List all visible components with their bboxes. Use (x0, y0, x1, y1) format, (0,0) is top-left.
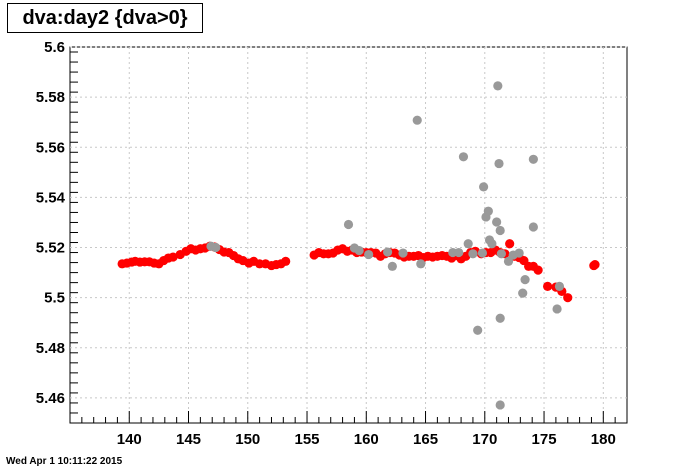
gray-data-point (554, 281, 565, 291)
gray-data-point (514, 248, 524, 258)
red-data-point (505, 239, 515, 249)
gray-data-point (483, 206, 493, 216)
timestamp-footer: Wed Apr 1 10:11:22 2015 (6, 456, 123, 467)
x-tick-label: 170 (472, 431, 497, 448)
gray-data-point (520, 275, 530, 285)
gray-data-point (473, 325, 483, 335)
gray-data-point (458, 152, 469, 162)
y-axis-tick-labels: 5.46 5.48 5.5 5.52 5.54 5.56 5.58 5.6 (36, 39, 66, 407)
gray-data-point (477, 248, 488, 258)
gray-data-point (463, 239, 473, 249)
y-tick-label: 5.6 (44, 39, 65, 56)
chart-title-box: dva:day2 {dva>0} (7, 3, 203, 33)
gray-data-point (552, 304, 562, 314)
gray-data-point (528, 222, 538, 232)
y-tick-label: 5.54 (36, 189, 66, 206)
gray-data-point (468, 249, 478, 259)
gray-data-point (343, 219, 354, 230)
x-tick-label: 155 (295, 431, 320, 448)
gray-data-point (494, 158, 504, 169)
gray-data-point (518, 288, 528, 298)
red-data-point (590, 259, 600, 270)
chart-title: dva:day2 {dva>0} (22, 6, 188, 29)
gray-data-point (412, 115, 422, 125)
gray-data-point (495, 400, 505, 410)
y-tick-label: 5.48 (36, 340, 65, 357)
gray-data-point (528, 154, 538, 164)
x-tick-label: 165 (413, 431, 438, 448)
gray-data-point (503, 256, 514, 266)
y-tick-label: 5.5 (44, 290, 65, 307)
gray-data-point (354, 245, 364, 256)
gray-data-point (495, 225, 505, 236)
red-data-point (168, 252, 178, 262)
x-tick-label: 180 (591, 431, 616, 448)
x-tick-label: 150 (235, 431, 260, 448)
gray-data-point (398, 248, 408, 258)
y-tick-label: 5.56 (36, 139, 65, 156)
gray-data-point (487, 239, 497, 249)
x-axis-ticks (69, 411, 628, 423)
red-data-point (281, 256, 291, 266)
x-tick-label: 160 (354, 431, 379, 448)
gray-data-point (493, 81, 503, 91)
x-tick-label: 145 (176, 431, 201, 448)
y-tick-label: 5.46 (36, 390, 65, 407)
y-tick-label: 5.52 (36, 240, 65, 257)
y-axis-ticks (70, 51, 78, 424)
gray-data-point (479, 182, 489, 192)
gray-data-point (495, 313, 505, 323)
x-tick-label: 175 (532, 431, 557, 448)
x-tick-label: 140 (117, 431, 142, 448)
red-data-point (533, 265, 543, 275)
plot-frame (69, 46, 628, 424)
gray-data-point (364, 249, 374, 260)
gray-data-point (387, 261, 397, 271)
gray-data-point (454, 247, 464, 258)
gray-data-point (496, 249, 506, 259)
red-data-point (563, 293, 573, 303)
red-data-point (542, 281, 553, 291)
gray-data-point (416, 259, 426, 269)
gray-data-point (383, 247, 393, 257)
y-tick-label: 5.58 (36, 89, 65, 106)
x-axis-tick-labels: 140 145 150 155 160 165 170 175 180 (117, 431, 616, 448)
gray-data-point (211, 242, 221, 253)
data-points (117, 81, 600, 410)
gray-data-point (492, 217, 502, 227)
